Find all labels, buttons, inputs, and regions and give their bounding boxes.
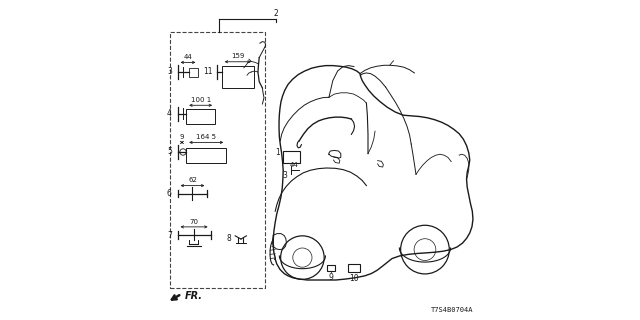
Text: 164 5: 164 5: [196, 134, 216, 140]
Text: 11: 11: [204, 68, 213, 76]
Text: 70: 70: [189, 219, 198, 225]
Bar: [170, 32, 265, 288]
Text: 62: 62: [188, 177, 197, 183]
Text: 159: 159: [231, 53, 244, 59]
Text: 3: 3: [167, 68, 172, 76]
Bar: [186, 148, 227, 163]
Text: 9: 9: [180, 134, 184, 140]
Text: 6: 6: [167, 189, 172, 198]
Bar: [189, 68, 198, 77]
Text: 3: 3: [282, 172, 287, 180]
Bar: [349, 264, 360, 272]
Bar: [328, 265, 335, 271]
Text: 4: 4: [167, 109, 172, 118]
Text: 10: 10: [349, 274, 358, 283]
Text: 5: 5: [167, 148, 172, 156]
Text: 44: 44: [184, 54, 193, 60]
Bar: [222, 66, 253, 88]
Bar: [186, 109, 215, 124]
Text: 1: 1: [275, 148, 280, 157]
Bar: [283, 151, 300, 163]
Text: 8: 8: [227, 234, 232, 243]
Text: 100 1: 100 1: [191, 97, 211, 103]
Text: T7S4B0704A: T7S4B0704A: [431, 307, 473, 313]
Text: FR.: FR.: [185, 291, 203, 301]
Text: 9: 9: [329, 273, 333, 282]
Text: 7: 7: [167, 231, 172, 240]
Text: 2: 2: [273, 9, 278, 18]
Text: 44: 44: [290, 162, 299, 168]
